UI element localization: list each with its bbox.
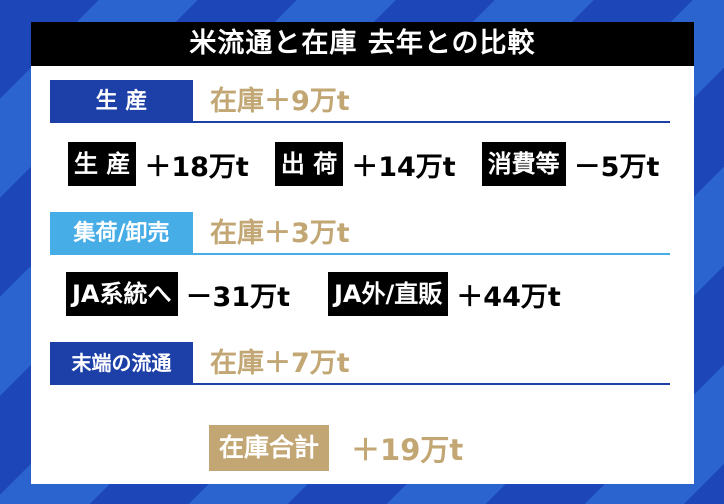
section-value: 在庫＋3万t — [210, 218, 350, 249]
section-retail: 末端の流通 在庫＋7万t — [50, 342, 670, 385]
value-ja-system: －31万t — [185, 281, 290, 313]
section-label: 末端の流通 — [50, 342, 193, 385]
divider — [193, 253, 670, 255]
divider — [193, 121, 670, 123]
value-consumption: －5万t — [573, 151, 660, 183]
tag-ja-system: JA系統へ — [66, 272, 178, 316]
wholesale-row: JA系統へ －31万t JA外/直販 ＋44万t — [66, 272, 587, 316]
total-value: ＋19万t — [351, 433, 464, 467]
production-row: 生 産 ＋18万t 出 荷 ＋14万t 消費等 －5万t — [68, 142, 659, 186]
title-bar: 米流通と在庫 去年との比較 — [31, 22, 694, 66]
total-row: 在庫合計 ＋19万t — [209, 425, 489, 471]
divider — [193, 383, 670, 385]
section-label: 生 産 — [50, 80, 193, 123]
section-label: 集荷/卸売 — [50, 212, 193, 255]
value-non-ja-direct: ＋44万t — [456, 281, 561, 313]
value-shipment: ＋14万t — [351, 151, 456, 183]
value-production: ＋18万t — [144, 151, 249, 183]
section-wholesale: 集荷/卸売 在庫＋3万t — [50, 212, 670, 255]
tag-consumption: 消費等 — [481, 142, 566, 186]
infographic-panel: 米流通と在庫 去年との比較 生 産 在庫＋9万t 生 産 ＋18万t 出 荷 ＋… — [31, 22, 694, 484]
section-value: 在庫＋7万t — [210, 348, 350, 379]
total-label: 在庫合計 — [209, 425, 330, 471]
tag-shipment: 出 荷 — [274, 142, 344, 186]
tag-non-ja-direct: JA外/直販 — [328, 272, 449, 316]
tag-production: 生 産 — [68, 142, 137, 186]
section-production: 生 産 在庫＋9万t — [50, 80, 670, 123]
section-value: 在庫＋9万t — [210, 86, 350, 117]
